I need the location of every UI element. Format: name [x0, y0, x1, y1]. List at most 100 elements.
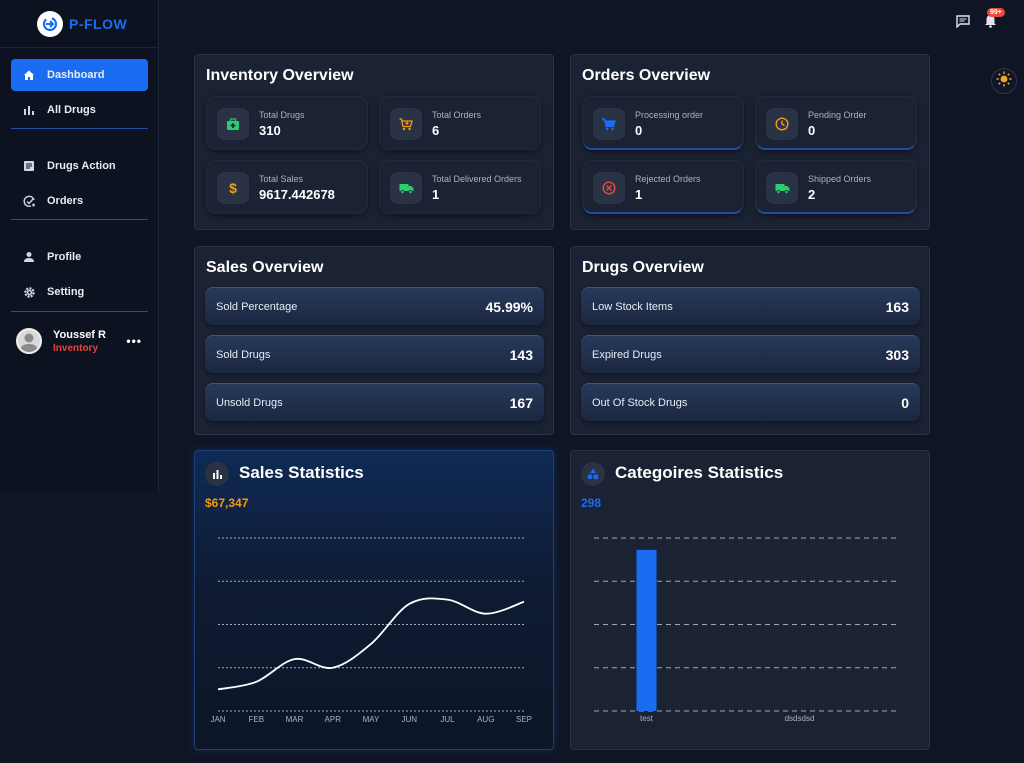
- sidebar-item-drugs-action[interactable]: Drugs Action: [11, 150, 148, 182]
- stat-processing-order[interactable]: Processing order 0: [582, 96, 744, 150]
- list-item[interactable]: Out Of Stock Drugs 0: [581, 383, 920, 421]
- bar: [636, 549, 657, 711]
- drugs-overview-card: Drugs Overview Low Stock Items 163 Expir…: [570, 246, 930, 435]
- stat-value: 9617.442678: [259, 187, 335, 202]
- inventory-overview-card: Inventory Overview Total Drugs 310 Total…: [194, 54, 554, 230]
- orders-check-icon: [22, 194, 36, 208]
- list-icon: [22, 159, 36, 173]
- sidebar-item-label: Profile: [47, 251, 82, 263]
- stat-label: Pending Order: [808, 110, 867, 120]
- stat-label: Total Orders: [432, 110, 482, 120]
- stat-label: Processing order: [635, 110, 704, 120]
- sidebar-item-label: Drugs Action: [47, 160, 116, 172]
- x-tick-label: JUL: [440, 715, 455, 724]
- x-tick-label: dsdsdsd: [785, 714, 815, 723]
- stat-value: 0: [635, 123, 643, 138]
- list-item[interactable]: Sold Drugs 143: [205, 335, 544, 373]
- row-label: Unsold Drugs: [216, 396, 283, 409]
- notification-badge: 99+: [987, 8, 1005, 17]
- stat-value: 6: [432, 123, 440, 138]
- dollar-icon: $: [217, 172, 249, 204]
- x-tick-label: MAR: [286, 715, 304, 724]
- bar-chart-icon: [22, 103, 36, 117]
- brand[interactable]: P-FLOW: [0, 0, 158, 48]
- sun-icon: [996, 71, 1012, 92]
- series-line: [217, 597, 525, 691]
- medkit-icon: [217, 108, 249, 140]
- x-tick-label: AUG: [477, 715, 494, 724]
- sidebar: P-FLOW Dashboard All Drugs Drugs Action …: [0, 0, 159, 493]
- stat-total-delivered-orders[interactable]: Total Delivered Orders 1: [379, 160, 541, 214]
- stat-shipped-orders[interactable]: Shipped Orders 2: [755, 160, 917, 214]
- sidebar-item-label: Dashboard: [47, 69, 105, 81]
- row-value: 163: [885, 298, 909, 315]
- message-icon[interactable]: [955, 13, 971, 29]
- x-tick-label: FEB: [248, 715, 264, 724]
- row-value: 167: [509, 394, 533, 411]
- stat-value: 2: [808, 187, 816, 202]
- categories-bar-chart: test dsdsdsd: [594, 537, 900, 723]
- home-icon: [22, 68, 36, 82]
- avatar: [16, 328, 42, 354]
- row-label: Out Of Stock Drugs: [592, 396, 688, 409]
- sidebar-item-orders[interactable]: Orders: [11, 185, 148, 217]
- brand-name: P-FLOW: [69, 15, 128, 32]
- stat-total-orders[interactable]: Total Orders 6: [379, 96, 541, 150]
- row-value: 0: [901, 394, 909, 411]
- row-label: Expired Drugs: [592, 348, 662, 361]
- stat-total-drugs[interactable]: Total Drugs 310: [206, 96, 368, 150]
- bar-chart-icon: [205, 462, 229, 486]
- sidebar-item-label: All Drugs: [47, 104, 96, 116]
- sales-statistics-card: Sales Statistics $67,347 JAN FEB MAR APR MAY…: [194, 450, 554, 750]
- x-tick-label: JAN: [210, 715, 225, 724]
- theme-toggle-button[interactable]: [991, 68, 1017, 94]
- sidebar-item-dashboard[interactable]: Dashboard: [11, 59, 148, 91]
- x-tick-label: APR: [325, 715, 342, 724]
- stat-total-sales[interactable]: $ Total Sales 9617.442678: [206, 160, 368, 214]
- categories-total: 298: [581, 496, 602, 510]
- card-title: Drugs Overview: [582, 259, 704, 276]
- list-item[interactable]: Unsold Drugs 167: [205, 383, 544, 421]
- x-tick-label: JUN: [401, 715, 417, 724]
- sales-total: $67,347: [205, 496, 249, 510]
- sales-line-chart: JAN FEB MAR APR MAY JUN JUL AUG SEP: [210, 537, 532, 724]
- more-options-icon[interactable]: •••: [126, 334, 142, 348]
- x-tick-label: test: [640, 714, 654, 723]
- user-role: Inventory: [53, 342, 99, 354]
- sidebar-item-all-drugs[interactable]: All Drugs: [11, 94, 148, 126]
- stat-label: Shipped Orders: [808, 174, 872, 184]
- user-name: Youssef R: [53, 328, 106, 341]
- stat-label: Total Drugs: [259, 110, 305, 120]
- stat-value: 310: [259, 123, 281, 138]
- list-item[interactable]: Low Stock Items 163: [581, 287, 920, 325]
- row-value: 303: [885, 346, 909, 363]
- x-circle-icon: [593, 172, 625, 204]
- bell-icon[interactable]: [982, 13, 998, 29]
- stat-pending-order[interactable]: Pending Order 0: [755, 96, 917, 150]
- sidebar-item-profile[interactable]: Profile: [11, 241, 148, 273]
- row-label: Sold Drugs: [216, 348, 271, 361]
- row-label: Low Stock Items: [592, 300, 673, 313]
- sidebar-divider: [11, 311, 148, 312]
- stat-rejected-orders[interactable]: Rejected Orders 1: [582, 160, 744, 214]
- cart-icon: [390, 108, 422, 140]
- stat-label: Rejected Orders: [635, 174, 701, 184]
- card-title: Inventory Overview: [206, 67, 354, 84]
- stat-label: Total Sales: [259, 174, 304, 184]
- sidebar-divider: [11, 219, 148, 220]
- truck-icon: [390, 172, 422, 204]
- card-title: Sales Overview: [206, 259, 324, 276]
- truck-icon: [766, 172, 798, 204]
- list-item[interactable]: Expired Drugs 303: [581, 335, 920, 373]
- row-value: 143: [509, 346, 533, 363]
- sidebar-item-setting[interactable]: Setting: [11, 276, 148, 308]
- row-value: 45.99%: [485, 298, 533, 315]
- user-profile[interactable]: Youssef R Inventory •••: [16, 326, 146, 356]
- list-item[interactable]: Sold Percentage 45.99%: [205, 287, 544, 325]
- person-icon: [22, 250, 36, 264]
- shapes-icon: [581, 462, 605, 486]
- card-title: Categoires Statistics: [615, 463, 784, 482]
- brand-logo-icon: [37, 10, 63, 37]
- orders-overview-card: Orders Overview Processing order 0 Pendi…: [570, 54, 930, 230]
- sales-overview-card: Sales Overview Sold Percentage 45.99% So…: [194, 246, 554, 435]
